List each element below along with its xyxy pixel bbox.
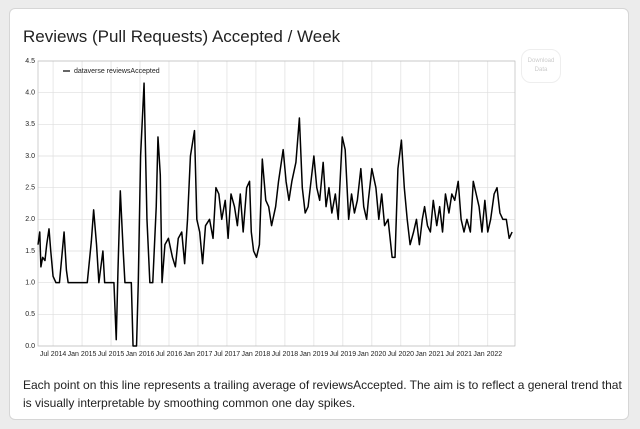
line-series: [37, 82, 513, 347]
download-button[interactable]: Download Data: [521, 49, 561, 83]
y-tick-label: 3.0: [25, 153, 35, 160]
y-tick-label: 2.5: [25, 185, 35, 192]
x-tick-label: Jul 2018: [272, 351, 299, 358]
card: Reviews (Pull Requests) Accepted / Week …: [9, 8, 629, 420]
y-tick-label: 1.0: [25, 280, 35, 287]
description: Each point on this line represents a tra…: [23, 378, 622, 410]
y-tick-label: 3.5: [25, 121, 35, 128]
x-tick-label: Jan 2020: [357, 351, 386, 358]
plot-frame: [37, 60, 516, 347]
x-tick-label: Jan 2018: [242, 351, 271, 358]
x-tick-label: Jul 2015: [98, 351, 125, 358]
y-tick-label: 0.5: [25, 311, 35, 318]
x-tick-label: Jul 2021: [446, 351, 473, 358]
x-tick-label: Jan 2016: [126, 351, 155, 358]
x-tick-label: Jan 2019: [299, 351, 328, 358]
legend-label: dataverse reviewsAccepted: [74, 68, 160, 75]
x-tick-label: Jan 2017: [184, 351, 213, 358]
y-tick-label: 4.5: [25, 58, 35, 65]
chart-title: Reviews (Pull Requests) Accepted / Week: [23, 27, 341, 46]
x-tick-label: Jul 2017: [214, 351, 241, 358]
x-tick-label: Jan 2022: [473, 351, 502, 358]
x-tick-label: Jan 2015: [68, 351, 97, 358]
y-tick-label: 1.5: [25, 248, 35, 255]
x-tick-label: Jul 2014: [40, 351, 67, 358]
y-tick-label: 4.0: [25, 90, 35, 97]
x-tick-label: Jul 2019: [330, 351, 357, 358]
x-tick-label: Jul 2016: [156, 351, 183, 358]
x-tick-label: Jan 2021: [415, 351, 444, 358]
x-tick-label: Jul 2020: [388, 351, 415, 358]
y-tick-label: 2.0: [25, 216, 35, 223]
y-tick-label: 0.0: [25, 343, 35, 350]
